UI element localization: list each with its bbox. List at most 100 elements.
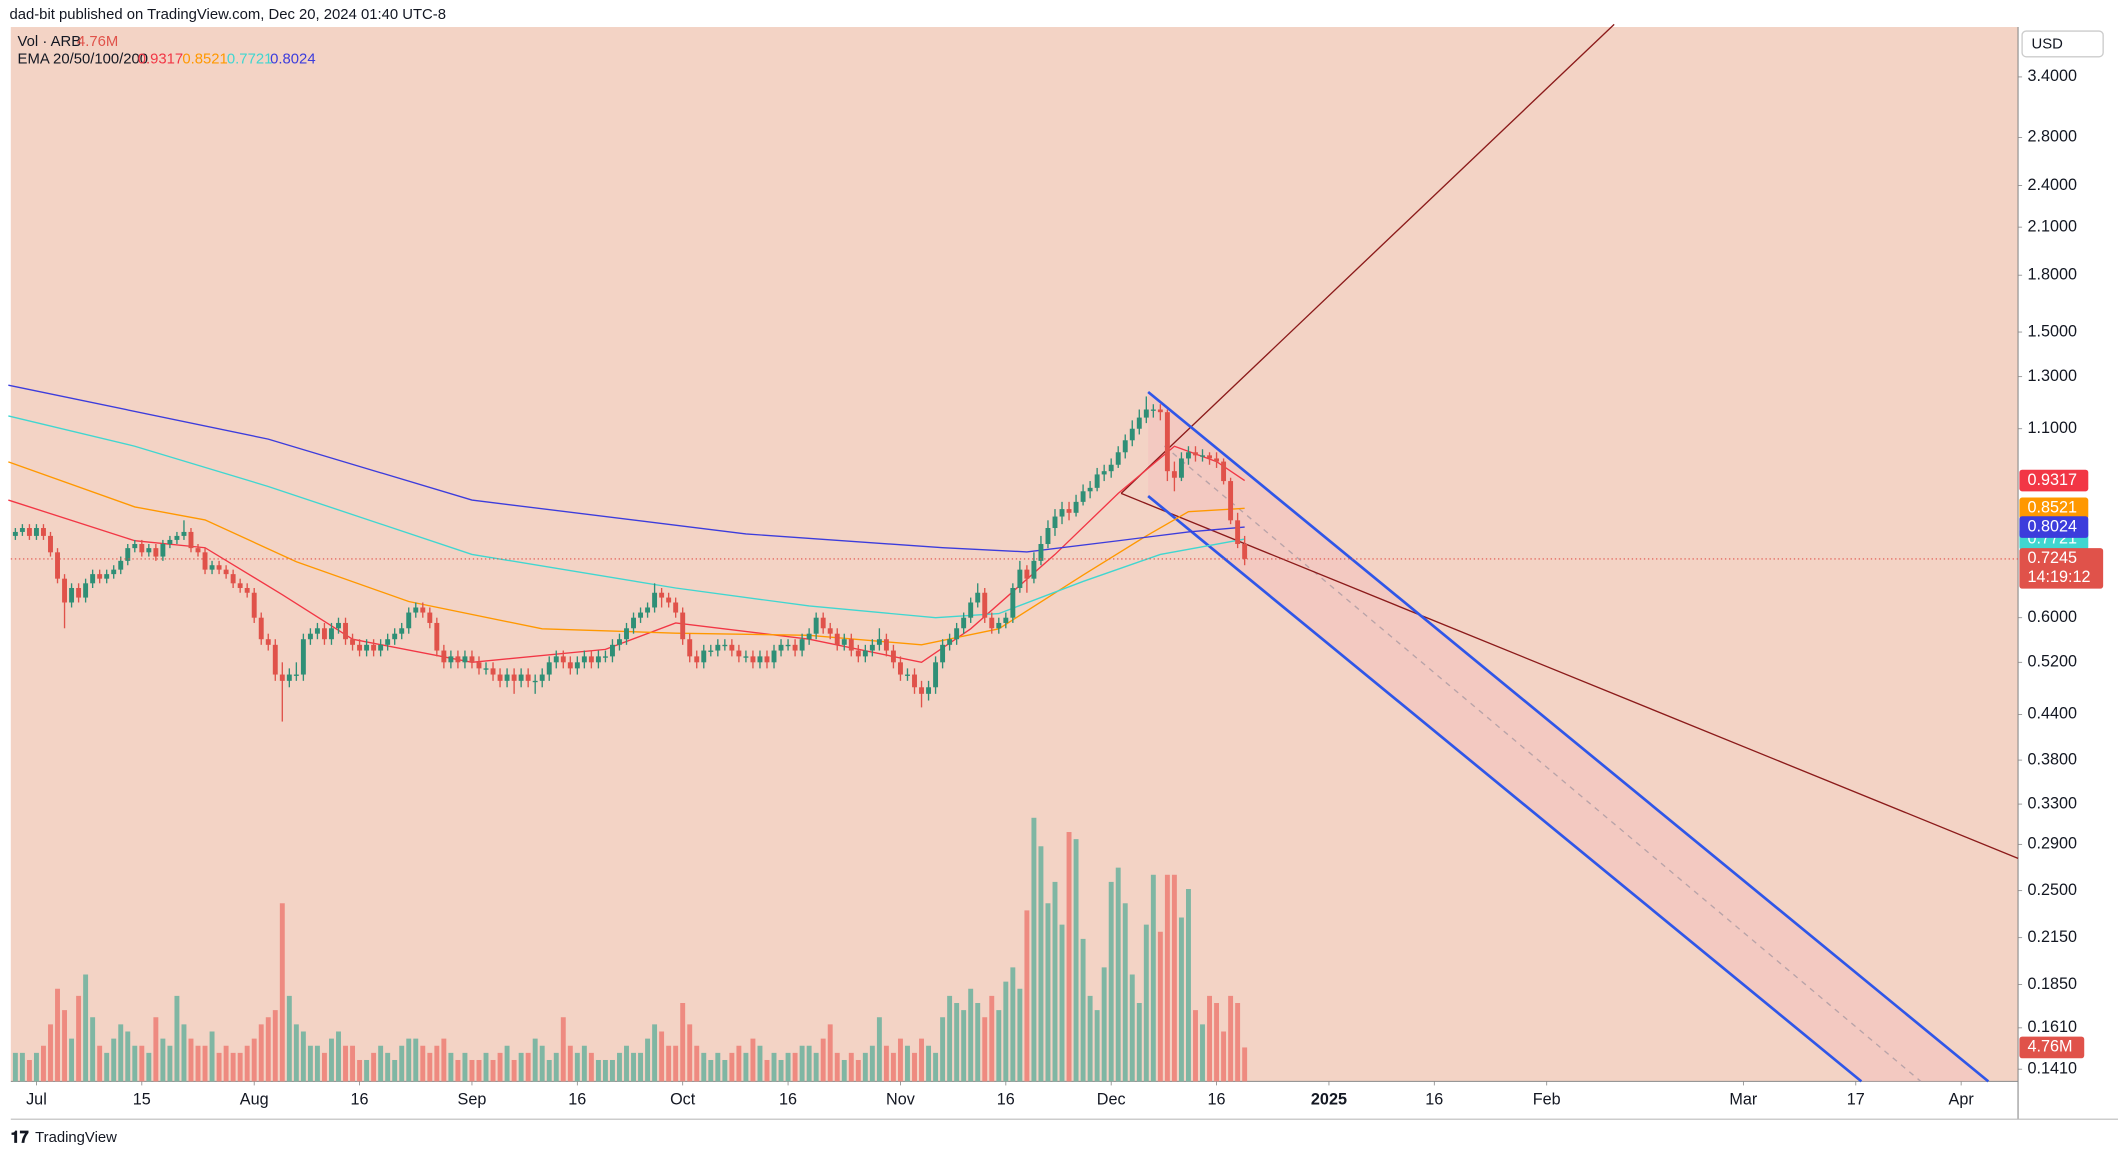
volume-bar	[364, 1059, 370, 1082]
volume-bar	[104, 1052, 110, 1082]
volume-bar	[532, 1038, 538, 1082]
volume-bar	[90, 1017, 96, 1082]
volume-bar	[890, 1052, 896, 1082]
volume-bar	[216, 1052, 222, 1082]
volume-bar	[174, 995, 180, 1082]
volume-bar	[954, 1002, 960, 1082]
y-tick-label: 1.8000	[2027, 265, 2077, 283]
candle-body	[673, 602, 679, 613]
volume-bar	[195, 1045, 201, 1082]
candle-body	[1207, 455, 1212, 459]
volume-bar	[518, 1052, 524, 1082]
candle-body	[1031, 560, 1037, 579]
volume-bar	[912, 1052, 917, 1082]
brand: TradingView	[35, 1130, 117, 1146]
candle-body	[602, 656, 608, 658]
ema-legend-value: 0.8521	[182, 51, 227, 67]
candle-body	[490, 668, 496, 675]
volume-bar	[1038, 846, 1044, 1082]
candle-body	[827, 628, 833, 634]
candle-body	[525, 674, 531, 681]
volume-bar	[476, 1059, 482, 1082]
volume-bar	[820, 1038, 826, 1082]
candle-body	[567, 662, 573, 669]
volume-bar	[708, 1059, 714, 1082]
candle-body	[841, 639, 847, 645]
candle-body	[300, 639, 306, 675]
volume-bar	[715, 1052, 721, 1082]
candle-body	[518, 674, 524, 681]
volume-bar	[729, 1052, 735, 1082]
candle-body	[146, 548, 152, 553]
volume-bar	[1129, 974, 1135, 1082]
candle-body	[357, 644, 363, 651]
volume-bar	[286, 995, 292, 1082]
volume-bar	[153, 1017, 159, 1082]
volume-bar	[237, 1052, 243, 1082]
candle-body	[1171, 471, 1177, 478]
candle-body	[118, 560, 124, 570]
candle-body	[750, 656, 756, 663]
volume-bar	[1017, 988, 1023, 1082]
candle-body	[1164, 412, 1170, 472]
volume-legend-value: 4.76M	[77, 34, 118, 50]
candle-body	[968, 602, 974, 618]
volume-tag-label: 4.76M	[2027, 1038, 2072, 1056]
candle-body	[413, 607, 419, 613]
volume-bar	[897, 1038, 903, 1082]
ema-price-tag-label: 0.8024	[2027, 517, 2077, 535]
candle-body	[1052, 516, 1058, 529]
volume-bar	[1150, 874, 1156, 1082]
candle-body	[659, 592, 665, 598]
candle-body	[230, 574, 236, 584]
volume-bar	[989, 995, 995, 1082]
volume-bar	[251, 1038, 257, 1082]
currency-box[interactable]	[2021, 30, 2104, 58]
volume-bar	[764, 1059, 770, 1082]
volume-bar	[1193, 1010, 1198, 1082]
candle-body	[1214, 458, 1220, 462]
candle-body	[343, 622, 348, 640]
volume-bar	[1185, 889, 1191, 1082]
candle-body	[553, 656, 559, 663]
volume-bar	[1235, 1002, 1241, 1082]
x-tick-label: 15	[133, 1091, 151, 1109]
volume-bar	[680, 1002, 686, 1082]
volume-bar	[567, 1045, 573, 1082]
x-tick-label: Dec	[1097, 1091, 1126, 1109]
candle-body	[244, 587, 250, 593]
x-tick-label: Aug	[240, 1091, 269, 1109]
candle-body	[69, 587, 75, 603]
currency[interactable]: USD	[2032, 37, 2064, 53]
volume-bar	[350, 1045, 356, 1082]
y-tick-label: 0.2900	[2027, 835, 2077, 853]
volume-bar	[827, 1024, 833, 1082]
candle-body	[1228, 481, 1234, 521]
candle-body	[546, 662, 552, 675]
candle-body	[982, 592, 988, 618]
volume-bar	[771, 1052, 777, 1082]
volume-bar	[441, 1038, 447, 1082]
x-tick-label: 16	[568, 1091, 586, 1109]
candle-body	[1080, 491, 1086, 502]
candle-body	[1115, 452, 1121, 465]
volume-bar	[413, 1038, 419, 1082]
candle-body	[848, 639, 854, 651]
brand-logo: 𝟏𝟕	[11, 1128, 29, 1146]
volume-bar	[1143, 924, 1149, 1082]
candle-body	[560, 656, 566, 663]
candle-body	[448, 656, 454, 663]
candle-body	[174, 535, 180, 540]
candle-body	[251, 592, 257, 618]
volume-bar	[1157, 931, 1163, 1082]
volume-bar	[581, 1045, 587, 1082]
candle-body	[12, 531, 18, 536]
volume-bar	[546, 1059, 552, 1082]
candle-body	[862, 650, 868, 657]
volume-bar	[602, 1059, 608, 1082]
volume-bar	[307, 1045, 313, 1082]
candle-body	[581, 656, 587, 663]
volume-tag	[2019, 1036, 2085, 1059]
candle-body	[483, 668, 489, 670]
candle-body	[195, 548, 201, 553]
